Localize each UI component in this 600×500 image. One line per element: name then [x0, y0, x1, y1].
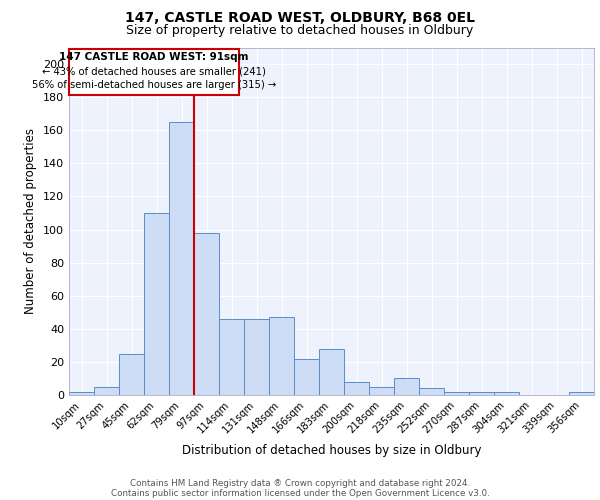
- Bar: [269, 317, 294, 395]
- Text: Contains HM Land Registry data ® Crown copyright and database right 2024.: Contains HM Land Registry data ® Crown c…: [130, 479, 470, 488]
- Bar: [494, 392, 519, 395]
- Y-axis label: Number of detached properties: Number of detached properties: [25, 128, 37, 314]
- Bar: [294, 358, 319, 395]
- Text: 147, CASTLE ROAD WEST, OLDBURY, B68 0EL: 147, CASTLE ROAD WEST, OLDBURY, B68 0EL: [125, 12, 475, 26]
- Bar: [144, 213, 169, 395]
- Bar: [169, 122, 194, 395]
- Bar: [394, 378, 419, 395]
- Text: 147 CASTLE ROAD WEST: 91sqm: 147 CASTLE ROAD WEST: 91sqm: [59, 52, 249, 62]
- Bar: [444, 392, 469, 395]
- Bar: [569, 392, 594, 395]
- Bar: [319, 348, 344, 395]
- Bar: [194, 233, 219, 395]
- Text: 56% of semi-detached houses are larger (315) →: 56% of semi-detached houses are larger (…: [32, 80, 276, 90]
- Bar: [369, 386, 394, 395]
- Bar: [244, 319, 269, 395]
- Text: Size of property relative to detached houses in Oldbury: Size of property relative to detached ho…: [127, 24, 473, 37]
- Text: ← 43% of detached houses are smaller (241): ← 43% of detached houses are smaller (24…: [42, 66, 266, 76]
- Bar: [419, 388, 444, 395]
- Bar: [119, 354, 144, 395]
- FancyBboxPatch shape: [69, 49, 239, 96]
- Text: Contains public sector information licensed under the Open Government Licence v3: Contains public sector information licen…: [110, 490, 490, 498]
- Bar: [469, 392, 494, 395]
- Bar: [344, 382, 369, 395]
- Bar: [69, 392, 94, 395]
- Bar: [94, 386, 119, 395]
- Bar: [219, 319, 244, 395]
- X-axis label: Distribution of detached houses by size in Oldbury: Distribution of detached houses by size …: [182, 444, 481, 457]
